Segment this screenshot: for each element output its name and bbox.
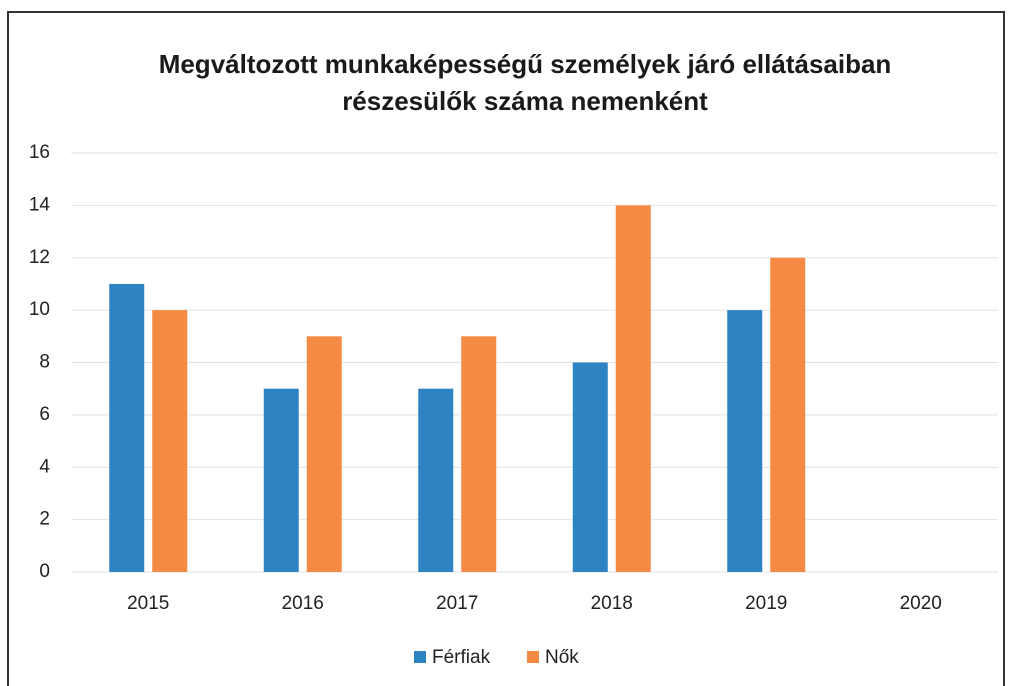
x-tick-label: 2016 <box>282 593 324 614</box>
x-tick-label: 2020 <box>900 593 942 614</box>
x-tick-label: 2017 <box>436 593 478 614</box>
bar <box>418 388 454 572</box>
legend-swatch <box>527 651 539 663</box>
bar <box>152 310 188 572</box>
legend-label: Férfiak <box>432 647 491 668</box>
bar <box>461 336 497 572</box>
y-tick-label: 14 <box>29 194 51 215</box>
x-tick-label: 2015 <box>127 593 169 614</box>
y-tick-label: 12 <box>29 247 50 268</box>
x-tick-label: 2018 <box>591 593 633 614</box>
y-tick-label: 2 <box>39 509 50 530</box>
y-tick-label: 10 <box>29 299 50 320</box>
bar <box>109 283 145 572</box>
chart-title: Megváltozott munkaképességű személyek já… <box>159 49 892 79</box>
bar <box>770 257 806 572</box>
bar <box>572 362 608 572</box>
legend-swatch <box>414 651 426 663</box>
y-tick-label: 0 <box>39 561 50 582</box>
bar <box>263 388 299 572</box>
y-tick-label: 16 <box>29 142 50 163</box>
y-tick-label: 8 <box>39 352 50 373</box>
legend-label: Nők <box>545 647 579 668</box>
y-tick-label: 4 <box>39 456 50 477</box>
chart-title: részesülők száma nemenként <box>342 86 708 116</box>
y-tick-label: 6 <box>39 404 50 425</box>
bar <box>615 205 651 572</box>
x-tick-label: 2019 <box>745 593 787 614</box>
bar <box>727 310 763 572</box>
bar <box>306 336 342 572</box>
